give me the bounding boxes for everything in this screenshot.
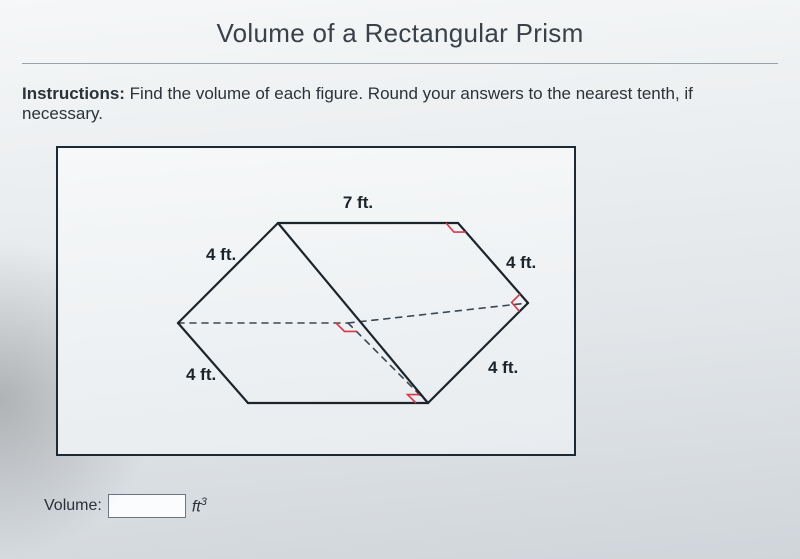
instructions-lead: Instructions: <box>22 84 125 103</box>
answer-label: Volume: <box>44 497 102 515</box>
svg-text:4 ft.: 4 ft. <box>488 358 518 377</box>
volume-input[interactable] <box>108 494 186 518</box>
unit-base: ft <box>192 498 201 515</box>
figure-frame: 7 ft. 4 ft. 4 ft. 4 ft. 4 ft. <box>56 146 576 456</box>
answer-unit: ft3 <box>192 496 207 516</box>
instructions-line: Instructions: Find the volume of each fi… <box>22 84 778 124</box>
worksheet-page: Volume of a Rectangular Prism Instructio… <box>0 0 800 559</box>
svg-text:4 ft.: 4 ft. <box>186 365 216 384</box>
svg-text:4 ft.: 4 ft. <box>206 245 236 264</box>
prism-diagram: 7 ft. 4 ft. 4 ft. 4 ft. 4 ft. <box>58 148 578 458</box>
answer-row: Volume: ft3 <box>44 494 778 518</box>
page-title: Volume of a Rectangular Prism <box>22 18 778 64</box>
svg-text:4 ft.: 4 ft. <box>506 253 536 272</box>
unit-exp: 3 <box>201 496 207 508</box>
svg-text:7 ft.: 7 ft. <box>343 193 373 212</box>
